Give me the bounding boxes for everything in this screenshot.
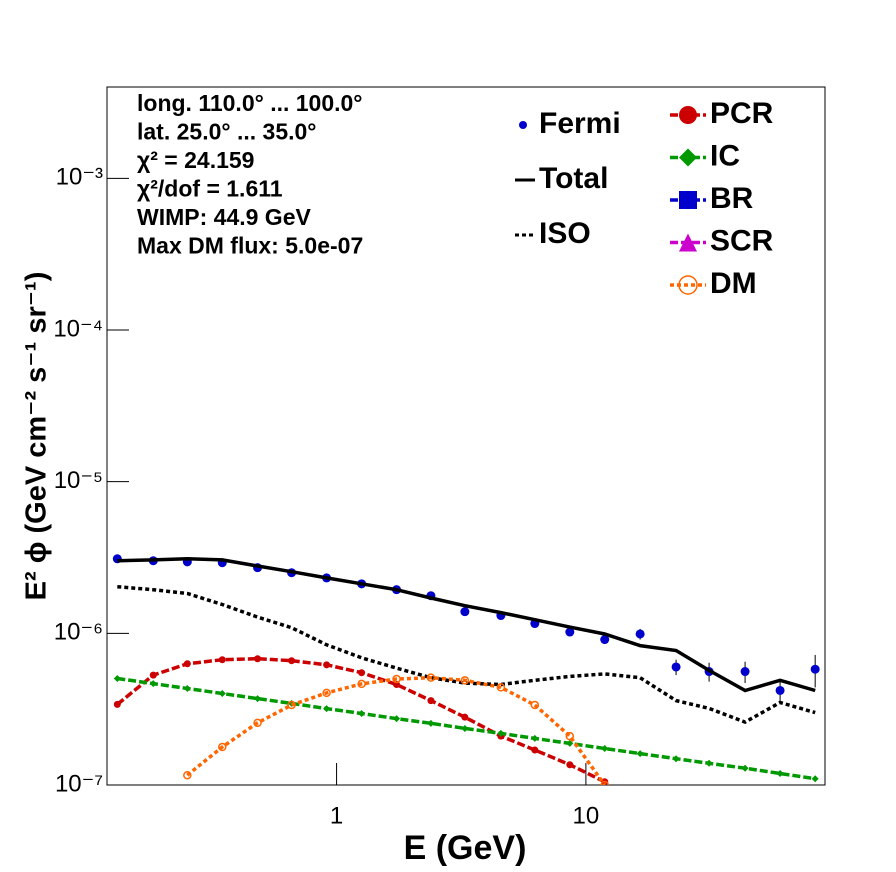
marker bbox=[287, 700, 296, 710]
series-line bbox=[186, 675, 607, 785]
marker bbox=[323, 661, 331, 669]
legend-label: SCR bbox=[710, 224, 774, 257]
marker bbox=[601, 745, 609, 753]
legend-label: BR bbox=[710, 182, 754, 215]
marker bbox=[461, 724, 469, 732]
x-tick-label: 10 bbox=[573, 802, 600, 829]
marker bbox=[600, 635, 610, 645]
marker bbox=[530, 700, 540, 710]
marker bbox=[426, 673, 436, 682]
marker bbox=[497, 729, 505, 737]
y-axis-title: E² ϕ (GeV cm⁻² s⁻¹ sr⁻¹) bbox=[21, 272, 53, 601]
series-line bbox=[117, 676, 816, 781]
marker bbox=[218, 742, 227, 752]
marker bbox=[565, 731, 575, 741]
marker bbox=[254, 655, 262, 663]
annotation: lat. 25.0° ... 35.0° bbox=[137, 119, 317, 145]
marker bbox=[566, 761, 574, 769]
marker bbox=[705, 759, 713, 767]
annotation: Max DM flux: 5.0e-07 bbox=[137, 233, 363, 259]
marker bbox=[358, 710, 366, 718]
marker bbox=[113, 700, 121, 708]
marker bbox=[679, 233, 697, 252]
marker bbox=[531, 746, 539, 754]
marker bbox=[149, 671, 157, 679]
marker bbox=[811, 775, 819, 783]
marker bbox=[531, 734, 539, 742]
marker bbox=[357, 679, 366, 689]
annotation: χ² = 24.159 bbox=[137, 147, 254, 173]
x-tick-label: 1 bbox=[330, 802, 343, 829]
marker bbox=[218, 690, 226, 698]
y-tick-label: 10⁻³ bbox=[56, 164, 103, 191]
marker bbox=[149, 680, 157, 688]
marker bbox=[393, 715, 401, 723]
marker bbox=[427, 719, 435, 727]
marker bbox=[460, 607, 470, 617]
legend-label: ISO bbox=[539, 217, 591, 250]
marker bbox=[810, 664, 820, 674]
marker bbox=[565, 627, 575, 637]
y-tick-label: 10⁻⁷ bbox=[55, 770, 103, 797]
marker bbox=[254, 695, 262, 703]
marker bbox=[635, 629, 645, 639]
marker bbox=[776, 770, 784, 778]
marker bbox=[183, 684, 191, 692]
marker bbox=[218, 656, 226, 664]
marker bbox=[678, 275, 698, 295]
marker bbox=[679, 148, 697, 167]
y-tick-label: 10⁻⁶ bbox=[54, 619, 103, 646]
marker bbox=[322, 688, 331, 698]
marker bbox=[496, 683, 506, 692]
marker bbox=[183, 770, 192, 780]
series-line bbox=[117, 557, 816, 693]
marker bbox=[566, 739, 574, 747]
marker bbox=[392, 674, 401, 684]
marker bbox=[461, 713, 469, 721]
series-line bbox=[117, 584, 816, 725]
marker bbox=[519, 121, 527, 129]
marker bbox=[671, 662, 681, 672]
legend-label: IC bbox=[710, 139, 740, 172]
marker bbox=[253, 718, 262, 728]
marker bbox=[740, 667, 750, 677]
marker bbox=[113, 674, 121, 682]
marker bbox=[775, 685, 785, 695]
marker bbox=[679, 106, 697, 124]
marker bbox=[183, 660, 191, 668]
marker bbox=[672, 755, 680, 763]
x-axis-title: E (GeV) bbox=[404, 829, 527, 867]
marker bbox=[358, 669, 366, 677]
marker bbox=[741, 764, 749, 772]
marker bbox=[288, 657, 296, 665]
y-tick-label: 10⁻⁴ bbox=[53, 315, 103, 342]
legend-label: DM bbox=[710, 267, 757, 300]
annotation: WIMP: 44.9 GeV bbox=[137, 204, 311, 230]
annotation: χ²/dof = 1.611 bbox=[137, 176, 283, 202]
annotation: long. 110.0° ... 100.0° bbox=[137, 90, 363, 116]
marker bbox=[636, 750, 644, 758]
legend-label: Total bbox=[539, 162, 608, 195]
legend-label: Fermi bbox=[539, 107, 621, 140]
plot-frame bbox=[106, 86, 826, 786]
marker bbox=[600, 780, 609, 785]
marker bbox=[679, 191, 697, 209]
marker bbox=[460, 676, 470, 685]
legend-label: PCR bbox=[710, 97, 774, 130]
y-tick-label: 10⁻⁵ bbox=[54, 467, 103, 494]
marker bbox=[323, 705, 331, 713]
plot-area bbox=[112, 554, 820, 785]
marker bbox=[427, 697, 435, 705]
